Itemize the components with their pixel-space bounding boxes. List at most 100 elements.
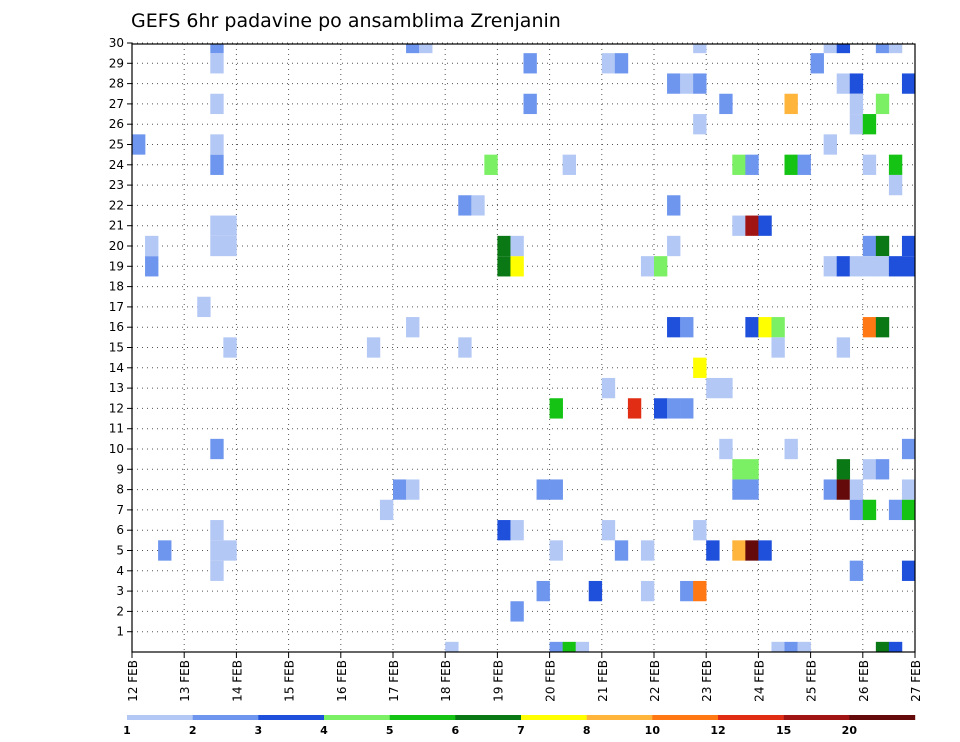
precip-cell xyxy=(745,317,759,338)
x-tick-label: 23 FEB xyxy=(700,660,714,702)
precip-cell xyxy=(875,317,890,338)
y-tick-label: 11 xyxy=(109,422,124,436)
y-tick-label: 14 xyxy=(109,361,124,375)
precip-cell xyxy=(693,73,707,94)
colorbar-label: 10 xyxy=(645,724,661,737)
precip-cell xyxy=(549,479,563,500)
precip-cell xyxy=(901,499,916,521)
precip-cell xyxy=(771,337,785,358)
precip-cell xyxy=(471,195,485,216)
precip-cell xyxy=(745,459,759,480)
precip-cell xyxy=(901,73,916,94)
precip-cell xyxy=(667,195,681,216)
precip-cell xyxy=(210,93,224,115)
precip-cell xyxy=(406,44,420,54)
chart-title: GEFS 6hr padavine po ansamblima Zrenjani… xyxy=(131,10,561,32)
precip-cell xyxy=(640,580,655,602)
y-tick-label: 6 xyxy=(116,523,124,537)
precip-cell xyxy=(849,114,864,135)
colorbar-swatch xyxy=(652,715,719,720)
colorbar-swatch xyxy=(127,715,193,720)
precip-cell xyxy=(145,235,159,257)
precip-cell xyxy=(680,580,694,602)
precip-cell xyxy=(732,154,746,175)
x-tick-label: 25 FEB xyxy=(805,660,819,702)
precip-cell xyxy=(562,641,576,652)
precip-cell xyxy=(158,540,172,561)
precip-cell xyxy=(719,377,733,399)
grid-lines xyxy=(131,42,916,652)
y-tick-label: 19 xyxy=(109,259,124,273)
x-tick-label: 26 FEB xyxy=(857,660,871,702)
y-tick-label: 8 xyxy=(116,483,124,497)
colorbar-label: 15 xyxy=(776,724,791,737)
precip-cell xyxy=(667,235,681,257)
precip-cell xyxy=(497,235,511,257)
precip-cell xyxy=(836,479,851,500)
precip-cell xyxy=(823,256,837,277)
precip-cell xyxy=(458,195,472,216)
colorbar-label: 2 xyxy=(189,724,197,737)
colorbar-swatch xyxy=(192,715,259,720)
precip-cell xyxy=(732,479,746,500)
precip-cell xyxy=(693,357,707,378)
x-tick-label: 12 FEB xyxy=(126,660,140,702)
precip-cell xyxy=(536,580,550,602)
precip-cell xyxy=(901,235,916,257)
precip-cell xyxy=(758,215,772,236)
precip-cell xyxy=(771,317,785,338)
precip-cell xyxy=(732,459,746,480)
precip-cell xyxy=(849,256,864,277)
y-tick-label: 15 xyxy=(109,341,124,355)
x-tick-label: 24 FEB xyxy=(752,660,766,702)
y-tick-label: 5 xyxy=(116,544,124,558)
colorbar-label: 12 xyxy=(710,724,725,737)
precip-cell xyxy=(888,499,903,521)
precip-cell xyxy=(810,53,824,74)
precip-cell xyxy=(210,235,224,257)
precip-cell xyxy=(849,93,864,115)
precip-cell xyxy=(875,93,890,115)
precip-cell xyxy=(784,93,798,115)
precip-cell xyxy=(771,641,785,652)
precip-cell xyxy=(849,560,864,581)
precip-cell xyxy=(693,44,707,54)
colorbar-swatch xyxy=(718,715,784,720)
precip-cell xyxy=(601,53,616,74)
y-tick-label: 12 xyxy=(109,401,124,415)
precip-cell xyxy=(549,540,563,561)
colorbar-swatch xyxy=(455,715,522,720)
x-tick-label: 19 FEB xyxy=(491,660,505,702)
colorbar-label: 6 xyxy=(452,724,460,737)
precip-cell xyxy=(862,154,877,175)
precip-cell xyxy=(745,540,759,561)
precip-cell xyxy=(836,337,851,358)
precip-cell xyxy=(627,398,642,419)
colorbar-swatch xyxy=(324,715,390,720)
x-tick-label: 22 FEB xyxy=(648,660,662,702)
y-tick-label: 25 xyxy=(109,138,124,152)
precip-cell xyxy=(210,540,224,561)
y-tick-label: 28 xyxy=(109,77,124,91)
precip-cell xyxy=(680,317,694,338)
precip-cell xyxy=(549,398,563,419)
precip-cell xyxy=(745,154,759,175)
precip-cell xyxy=(836,256,851,277)
colorbar-label: 7 xyxy=(517,724,525,737)
precip-cell xyxy=(549,641,563,652)
colorbar-swatch xyxy=(586,715,653,720)
precip-cell xyxy=(719,438,733,460)
precip-cell xyxy=(393,479,407,500)
precip-cell xyxy=(210,44,224,54)
precip-cell xyxy=(849,499,864,521)
y-tick-label: 18 xyxy=(109,280,124,294)
precip-cell xyxy=(836,459,851,480)
colorbar-label: 20 xyxy=(842,724,858,737)
precip-cell xyxy=(667,398,681,419)
y-tick-label: 10 xyxy=(109,442,124,456)
colorbar-swatch xyxy=(258,715,325,720)
precip-cell xyxy=(862,499,877,521)
colorbar-swatch xyxy=(521,715,587,720)
precip-cell xyxy=(210,154,224,175)
